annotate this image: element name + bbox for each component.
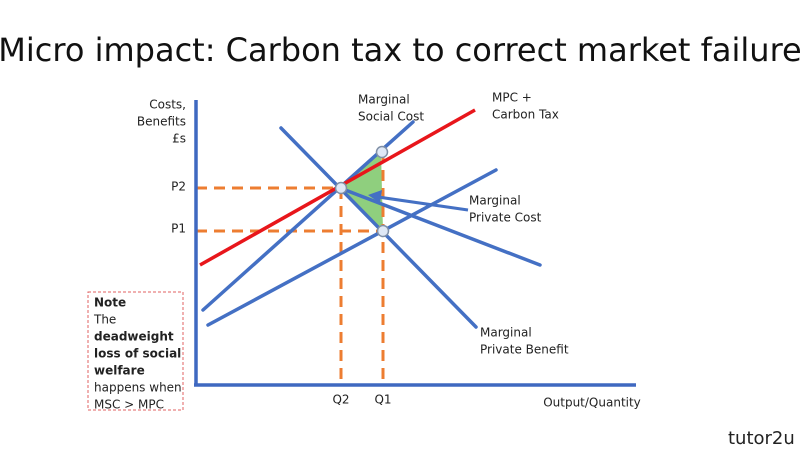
logo: tutor2u	[728, 428, 795, 449]
note-body: The deadweight loss of social welfare happen…	[93, 313, 182, 412]
note-line: happens when	[94, 381, 182, 395]
mpc-curve	[206, 168, 498, 327]
curve-label: Marginal	[480, 326, 532, 340]
extra-curve	[338, 186, 542, 267]
curve-label: Private Benefit	[480, 343, 569, 357]
note-line: MSC > MPC	[94, 398, 164, 412]
note-line: loss of social	[94, 347, 181, 361]
price-label: P1	[171, 222, 186, 236]
point	[334, 181, 348, 195]
slide-title: Micro impact: Carbon tax to correct mark…	[0, 31, 800, 69]
price-label: P2	[171, 180, 186, 194]
quantity-label: Q1	[374, 393, 391, 407]
curve-label: Marginal	[469, 194, 521, 208]
arrow-shaft	[377, 195, 469, 212]
point	[375, 145, 389, 159]
x-axis-label: Output/Quantity	[543, 396, 641, 410]
curve-label: Carbon Tax	[492, 108, 559, 122]
curve-label: Marginal	[358, 93, 410, 107]
note-line: The	[93, 313, 116, 327]
note-heading: Note	[94, 296, 126, 310]
curve-label: Social Cost	[358, 110, 424, 124]
quantity-label: Q2	[332, 393, 349, 407]
curve-label: MPC +	[492, 91, 532, 105]
note-box	[87, 291, 184, 411]
deadweight-loss-area	[341, 152, 383, 231]
y-axis-label: Costs,	[149, 98, 186, 112]
y-axis-label: Benefits	[137, 115, 186, 129]
note-line: deadweight	[94, 330, 174, 344]
curve-label: Private Cost	[469, 211, 542, 225]
point	[376, 224, 390, 238]
arrow-head	[368, 190, 382, 203]
note-line: welfare	[94, 364, 145, 378]
y-axis-label: £s	[172, 132, 186, 146]
